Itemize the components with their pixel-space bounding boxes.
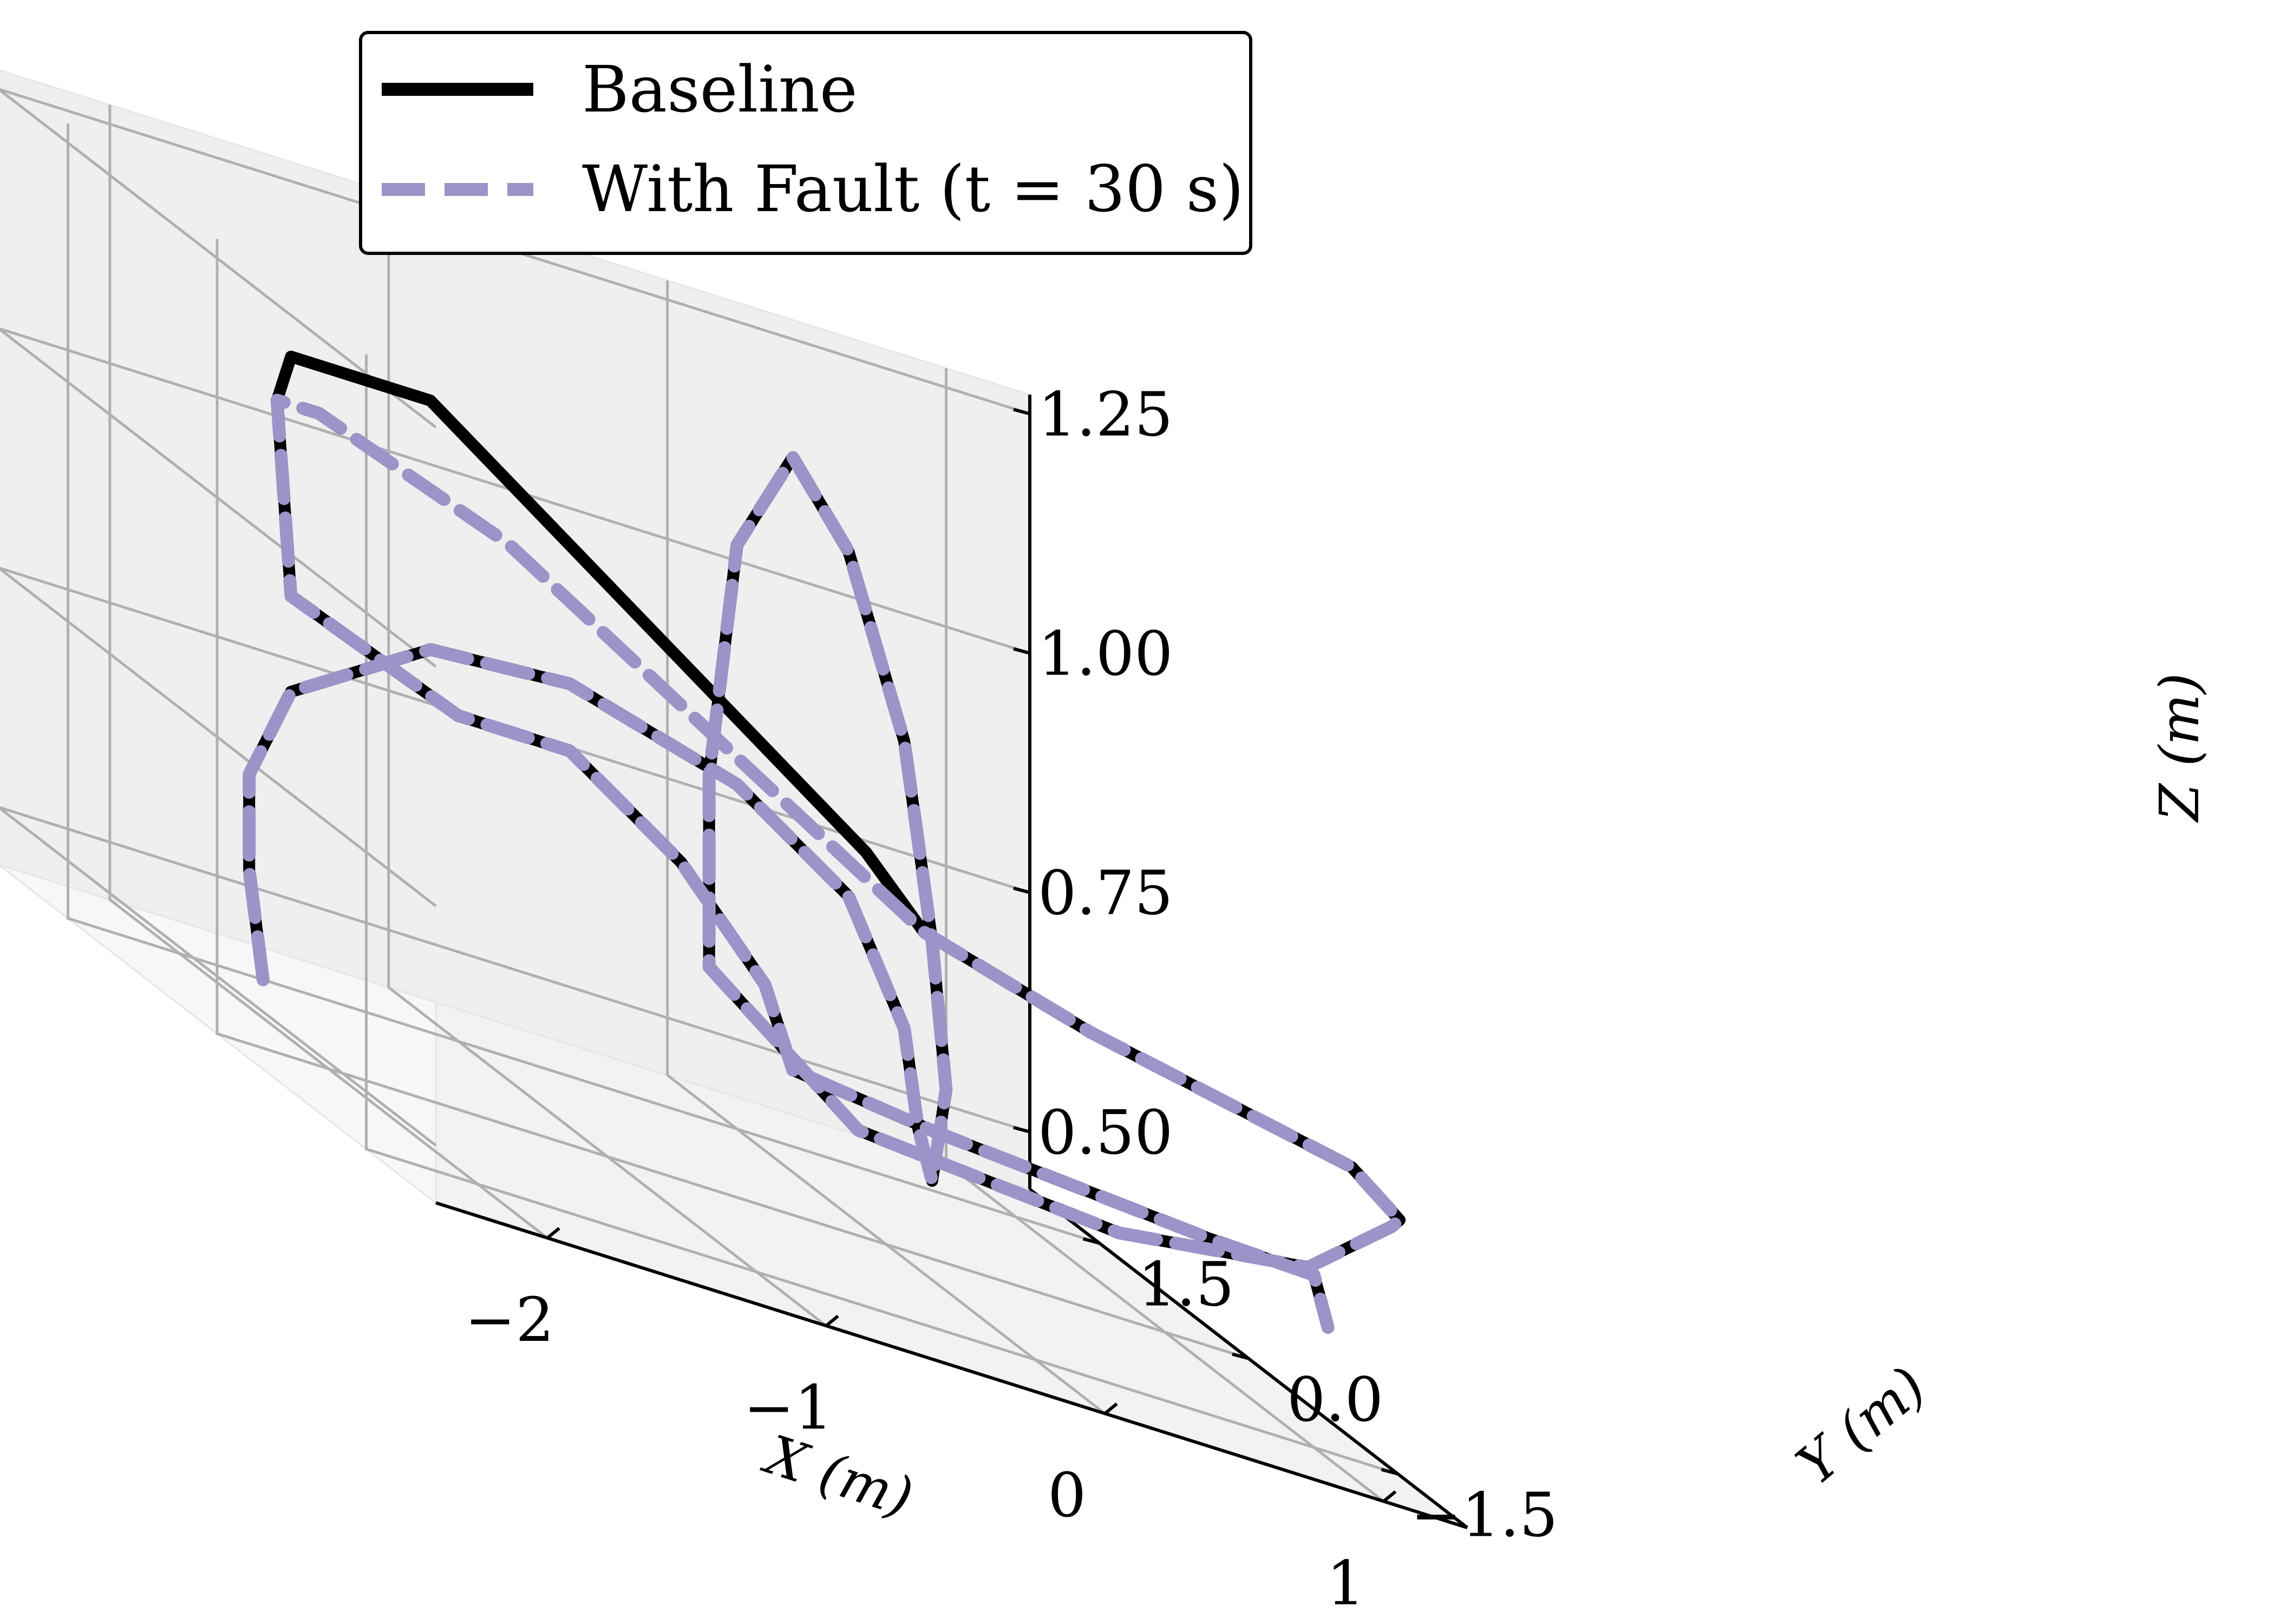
x-tick-label: 0 — [1048, 1461, 1086, 1531]
x-tick-mark — [825, 1314, 839, 1327]
grid-line-z — [0, 88, 1030, 429]
grid-line-x — [108, 104, 548, 1239]
y-tick-label: 1.5 — [1138, 1249, 1234, 1320]
grid-line-y — [365, 354, 1399, 1475]
y-tick-label: 0.0 — [1287, 1365, 1383, 1436]
x-tick-mark — [546, 1227, 560, 1240]
series-line-with-fault — [243, 394, 1407, 1334]
y-tick-mark — [1082, 1237, 1100, 1245]
legend-label-baseline: Baseline — [582, 52, 858, 127]
y-tick-mark — [1381, 1468, 1399, 1476]
grid-line-z — [0, 567, 1030, 907]
x-tick-label: −2 — [465, 1285, 554, 1355]
grid-line-z — [0, 806, 1030, 1147]
grid-line-x — [666, 280, 1106, 1415]
x-tick-label: −1 — [743, 1373, 833, 1443]
z-tick-mark — [1013, 1125, 1030, 1134]
legend: Baseline With Fault (t = 30 s) — [359, 31, 1252, 255]
axis-lines — [435, 395, 1468, 1529]
z-tick-label: 0.75 — [1038, 859, 1173, 929]
grid-line-y — [67, 123, 1100, 1245]
x-axis-label: X (m) — [755, 1422, 920, 1530]
x-axis-line — [435, 1201, 1468, 1529]
x-tick-mark — [1382, 1490, 1397, 1503]
data-series — [243, 350, 1407, 1334]
z-tick-label: 1.25 — [1038, 379, 1173, 450]
z-tick-label: 0.50 — [1038, 1098, 1173, 1168]
z-axis-label: Z (m) — [2148, 673, 2211, 823]
y-axis-label: Y (m) — [1785, 1354, 1938, 1497]
z-tick-label: 1.00 — [1038, 619, 1173, 690]
x-tick-label: 1 — [1327, 1548, 1365, 1619]
z-tick-mark — [1013, 886, 1030, 894]
legend-label-fault: With Fault (t = 30 s) — [582, 152, 1244, 226]
legend-frame — [359, 31, 1252, 255]
grid-line-y — [215, 239, 1249, 1360]
z-tick-mark — [1013, 647, 1030, 655]
y-tick-mark — [1232, 1352, 1249, 1360]
x-tick-mark — [1103, 1402, 1118, 1415]
tick-labels: −2 −1 0 1 −1.5 0.0 1.5 0.50 0.75 1.00 1.25 — [465, 379, 1558, 1619]
y-tick-label: −1.5 — [1410, 1481, 1558, 1551]
z-tick-mark — [1013, 408, 1030, 416]
